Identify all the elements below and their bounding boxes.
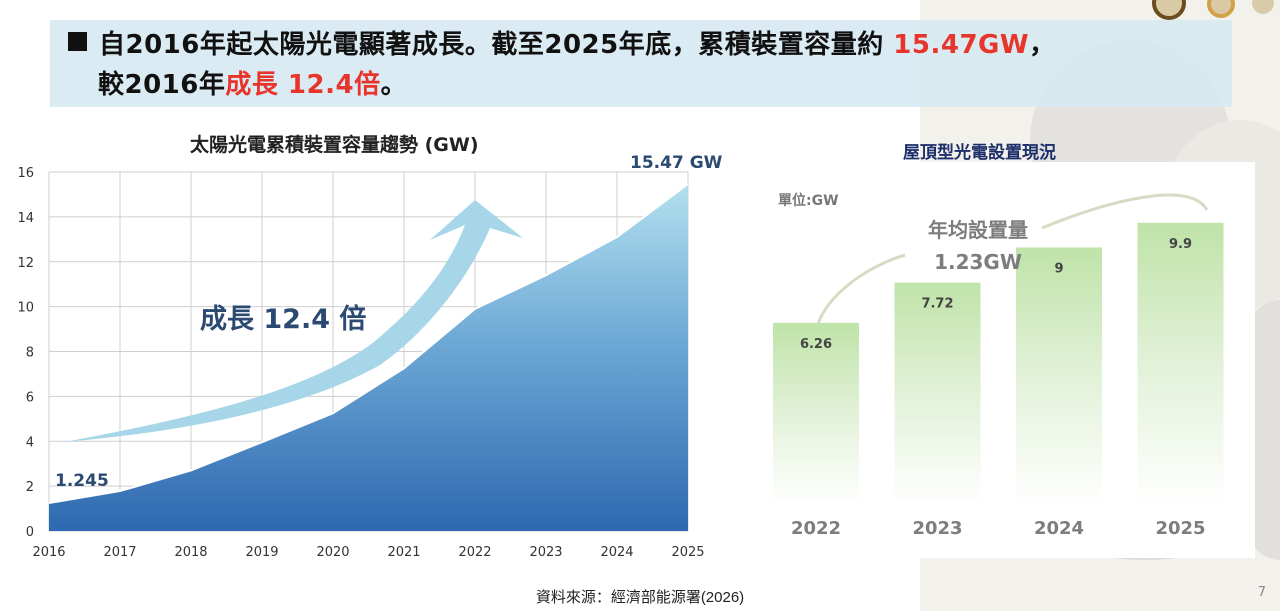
x-tick-label: 2024: [600, 545, 633, 560]
bar-2024: [1016, 247, 1102, 505]
x-tick-label: 2020: [316, 545, 349, 560]
bar-chart: 6.26 2022 7.72 2023 9 2024 9.9 2025: [773, 193, 1224, 539]
x-tick-label: 2018: [174, 545, 207, 560]
bar-2025: [1137, 222, 1224, 505]
bar-value-label: 9.9: [1169, 237, 1192, 252]
end-value-label: 15.47 GW: [630, 153, 723, 173]
bar-value-label: 9: [1054, 262, 1063, 277]
bar-value-label: 6.26: [800, 337, 832, 352]
average-annotation-value: 1.23GW: [934, 250, 1022, 274]
ring-icon: [1252, 0, 1274, 14]
area-chart-title: 太陽光電累積裝置容量趨勢 (GW): [190, 134, 479, 156]
area-series: [49, 183, 688, 531]
header-line-1: 自2016年起太陽光電顯著成長。截至2025年底，累積裝置容量約 15.47GW…: [68, 24, 1056, 61]
x-tick-label: 2016: [32, 545, 65, 560]
y-tick-label: 12: [17, 256, 34, 271]
x-tick-label: 2025: [671, 545, 704, 560]
average-annotation: 年均設置量 1.23GW: [908, 214, 1048, 278]
header-text: 。: [380, 70, 408, 100]
ring-icon: [1152, 0, 1186, 20]
header-highlight-capacity: 15.47GW: [893, 30, 1030, 60]
bar-value-label: 7.72: [921, 297, 953, 312]
page-number: 7: [1257, 585, 1266, 600]
y-tick-label: 4: [26, 435, 34, 450]
ring-icon: [1207, 0, 1235, 18]
bar-2022: [773, 322, 859, 505]
header-line-2: 較2016年成長 12.4倍。: [98, 64, 407, 101]
header-text: 自2016年起太陽光電顯著成長。截至2025年底，累積裝置容量約: [99, 30, 884, 60]
x-tick-label: 2023: [529, 545, 562, 560]
area-series-edge: [48, 183, 689, 505]
bar-category-label: 2024: [1034, 518, 1084, 539]
source-note: 資料來源：經濟部能源署(2026): [535, 589, 745, 606]
header-highlight-growth: 成長 12.4倍: [225, 70, 381, 100]
x-tick-label: 2021: [387, 545, 420, 560]
area-chart: 0 2 4 6 8 10 12 14 16 2016 2017 2018 2019 2020 2021 20…: [17, 153, 723, 560]
header-banner: [50, 20, 1232, 107]
bar-2023: [894, 282, 981, 505]
unit-label: 單位:GW: [778, 193, 839, 209]
y-tick-label: 16: [17, 166, 34, 181]
y-tick-label: 14: [17, 211, 34, 226]
header-text: 較2016年: [98, 70, 226, 100]
bar-chart-title: 屋頂型光電設置現況: [903, 143, 1056, 163]
average-annotation-title: 年均設置量: [928, 218, 1028, 242]
annotation-curve: [1041, 193, 1209, 230]
bar-category-label: 2023: [912, 518, 962, 539]
x-tick-label: 2017: [103, 545, 136, 560]
bar-category-label: 2022: [791, 518, 841, 539]
header-text: ，: [1029, 30, 1056, 60]
x-tick-label: 2022: [458, 545, 491, 560]
y-tick-label: 2: [26, 480, 34, 495]
start-value-label: 1.245: [55, 471, 109, 491]
square-bullet-icon: [68, 32, 87, 51]
y-tick-label: 8: [26, 346, 34, 361]
growth-arrow-icon: [65, 200, 523, 442]
y-tick-label: 6: [26, 390, 34, 405]
growth-annotation: 成長 12.4 倍: [200, 303, 366, 335]
x-tick-label: 2019: [245, 545, 278, 560]
bar-category-label: 2025: [1155, 518, 1205, 539]
y-tick-label: 0: [26, 525, 34, 540]
y-tick-label: 10: [17, 301, 34, 316]
